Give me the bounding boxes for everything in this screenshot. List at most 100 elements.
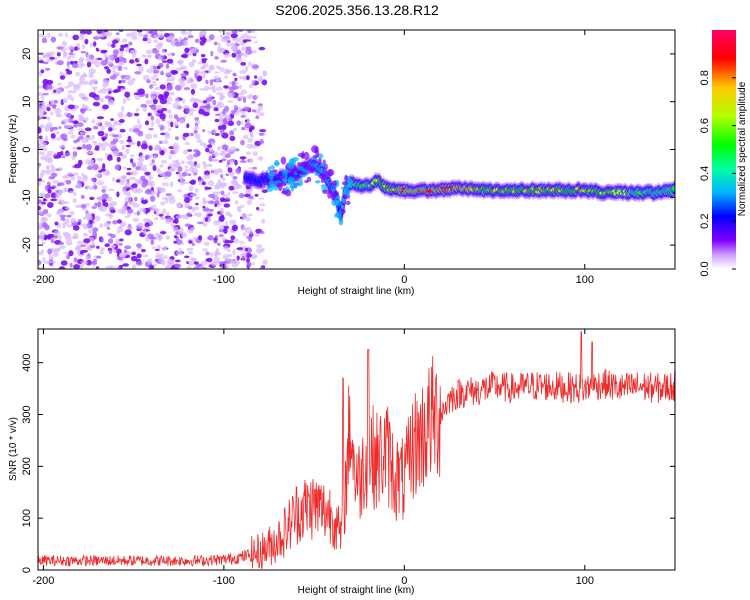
noise-speckle <box>99 247 105 252</box>
noise-speckle <box>149 162 156 167</box>
noise-speckle <box>229 213 233 218</box>
noise-speckle <box>207 213 213 217</box>
noise-speckle <box>215 247 220 254</box>
noise-speckle <box>144 171 151 176</box>
noise-speckle <box>209 64 214 71</box>
noise-speckle <box>56 60 64 66</box>
noise-speckle <box>243 96 247 104</box>
noise-speckle <box>244 226 252 234</box>
noise-speckle <box>40 69 45 74</box>
noise-speckle <box>249 158 254 164</box>
noise-speckle <box>126 226 134 230</box>
noise-speckle <box>125 144 131 148</box>
noise-speckle <box>247 213 253 217</box>
noise-speckle <box>189 97 196 103</box>
noise-speckle <box>138 179 143 185</box>
noise-speckle <box>107 238 114 244</box>
noise-speckle <box>213 240 218 244</box>
noise-speckle <box>88 186 95 190</box>
noise-speckle <box>81 175 89 182</box>
noise-speckle <box>138 123 142 130</box>
noise-speckle <box>248 167 254 170</box>
noise-speckle <box>231 80 236 86</box>
noise-speckle <box>177 189 183 193</box>
signal-blob <box>301 151 305 159</box>
noise-speckle <box>102 49 108 53</box>
noise-speckle <box>60 260 68 266</box>
noise-speckle <box>168 128 172 132</box>
noise-speckle <box>245 65 249 72</box>
noise-speckle <box>125 148 130 155</box>
noise-speckle <box>48 51 56 56</box>
noise-speckle <box>38 234 45 239</box>
noise-speckle <box>248 236 252 242</box>
noise-speckle <box>80 223 88 227</box>
noise-speckle <box>44 135 49 142</box>
noise-speckle <box>172 121 179 128</box>
noise-speckle <box>126 139 133 143</box>
noise-speckle <box>54 247 62 252</box>
noise-speckle <box>111 245 116 250</box>
noise-speckle <box>231 52 237 58</box>
noise-speckle <box>121 38 128 43</box>
noise-speckle <box>190 162 195 169</box>
noise-speckle <box>144 58 149 65</box>
noise-speckle <box>66 61 70 67</box>
noise-speckle <box>44 260 52 265</box>
noise-speckle <box>47 202 54 208</box>
noise-speckle <box>166 58 174 64</box>
noise-speckle <box>153 154 158 160</box>
noise-speckle <box>50 166 56 173</box>
noise-speckle <box>245 46 252 51</box>
noise-speckle <box>147 258 153 264</box>
noise-speckle <box>254 140 261 147</box>
noise-speckle <box>255 95 259 98</box>
noise-speckle <box>66 214 72 218</box>
noise-speckle <box>187 251 194 255</box>
noise-speckle <box>187 173 192 177</box>
noise-speckle <box>116 156 121 163</box>
noise-speckle <box>216 42 220 45</box>
noise-speckle <box>203 241 210 246</box>
noise-speckle <box>159 171 166 177</box>
noise-speckle <box>45 67 51 71</box>
noise-speckle <box>59 75 66 80</box>
noise-speckle <box>251 63 255 66</box>
signal-blob <box>303 151 310 160</box>
signal-blob <box>280 156 287 165</box>
noise-speckle <box>89 196 95 201</box>
noise-speckle <box>182 132 190 137</box>
noise-speckle <box>213 75 220 82</box>
noise-speckle <box>193 129 198 134</box>
noise-speckle <box>212 151 219 158</box>
noise-speckle <box>231 224 238 231</box>
noise-speckle <box>76 42 81 48</box>
noise-speckle <box>38 60 44 64</box>
noise-speckle <box>184 197 191 204</box>
noise-speckle <box>164 175 168 180</box>
noise-speckle <box>89 219 93 225</box>
signal-blob <box>340 186 346 190</box>
noise-speckle <box>63 201 70 205</box>
noise-speckle <box>167 52 172 57</box>
noise-speckle <box>171 166 176 172</box>
noise-speckle <box>256 206 260 211</box>
noise-speckle <box>84 38 89 45</box>
noise-speckle <box>182 149 188 155</box>
noise-speckle <box>213 220 220 223</box>
noise-speckle <box>168 76 176 82</box>
noise-speckle <box>82 144 87 150</box>
noise-speckle <box>251 35 257 39</box>
noise-speckle <box>195 202 199 206</box>
noise-speckle <box>242 134 249 140</box>
noise-speckle <box>227 92 235 98</box>
noise-speckle <box>120 44 127 48</box>
noise-speckle <box>40 216 47 223</box>
noise-speckle <box>162 60 167 63</box>
noise-speckle <box>146 37 152 44</box>
noise-speckle <box>150 115 155 121</box>
noise-speckle <box>141 143 148 150</box>
noise-speckle <box>131 31 137 38</box>
noise-speckle <box>196 75 203 82</box>
noise-speckle <box>108 127 113 132</box>
